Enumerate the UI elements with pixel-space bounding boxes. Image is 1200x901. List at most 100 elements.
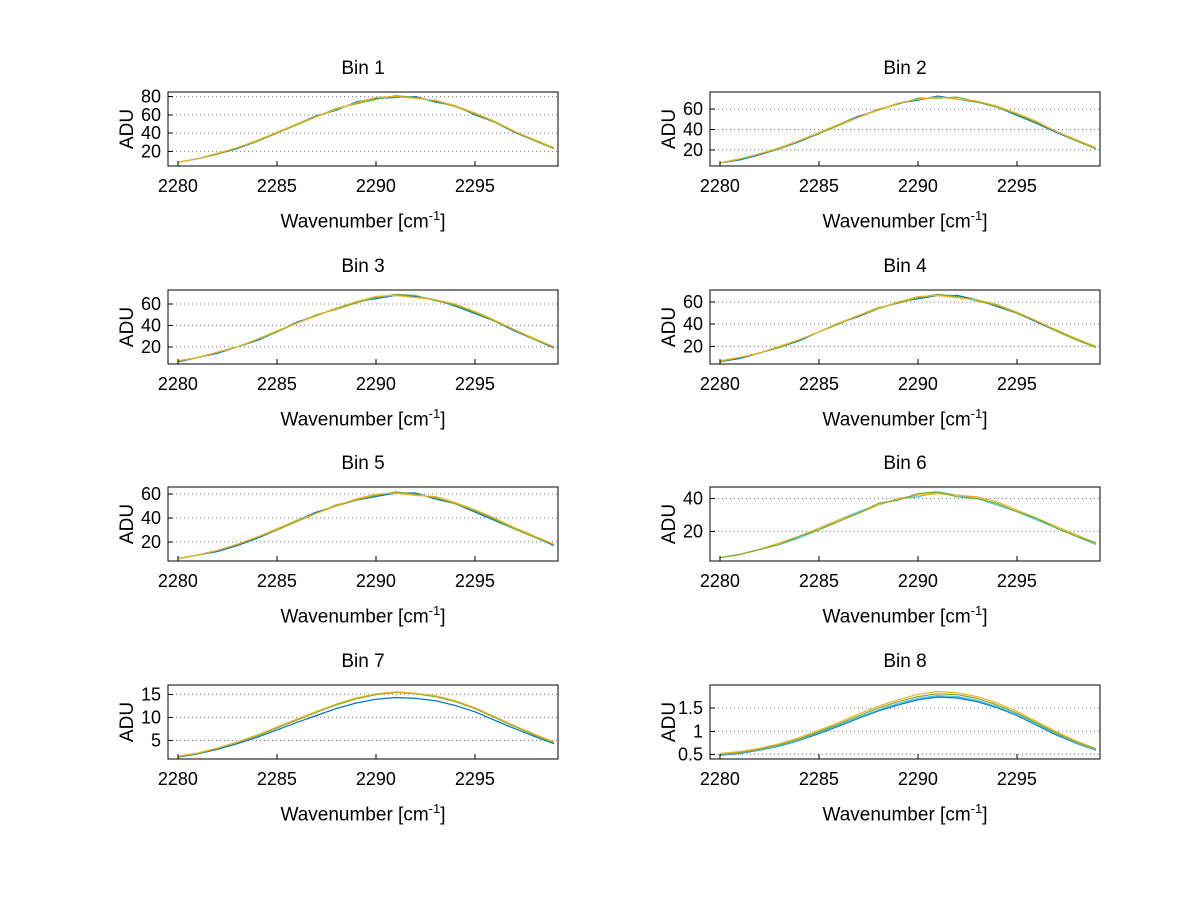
x-tick-label: 2290 bbox=[898, 769, 938, 789]
subplot-title: Bin 3 bbox=[341, 256, 385, 277]
plot-canvas: 2280 2285 2290 2295 0.5 1 1.5 bbox=[678, 684, 1101, 789]
axis-box bbox=[167, 289, 559, 365]
y-tick-label: 0.5 bbox=[678, 744, 703, 764]
series-blue bbox=[719, 95, 1097, 164]
series-green bbox=[177, 691, 555, 758]
x-tick-label: 2285 bbox=[799, 769, 839, 789]
subplot-title: Bin 6 bbox=[883, 453, 927, 474]
x-axis-label-close: ] bbox=[440, 606, 446, 628]
y-tick-label: 40 bbox=[141, 123, 161, 143]
x-tick-label: 2285 bbox=[257, 374, 297, 394]
series-blue bbox=[177, 294, 555, 363]
y-tick-label: 5 bbox=[151, 731, 161, 751]
x-axis-label-close: ] bbox=[982, 804, 988, 826]
series-green bbox=[719, 96, 1097, 164]
y-axis-label: ADU bbox=[117, 306, 138, 348]
x-tick-label: 2285 bbox=[257, 769, 297, 789]
subplot-bin-7: 2280 2285 2290 2295 5 10 15 Bin 7 Wavenumber [… bbox=[108, 649, 588, 847]
series-yellow bbox=[177, 294, 555, 362]
axis-box bbox=[167, 486, 559, 562]
x-tick-label: 2285 bbox=[799, 374, 839, 394]
x-tick-label: 2295 bbox=[997, 571, 1037, 591]
x-tick-label: 2285 bbox=[257, 571, 297, 591]
x-tick-label: 2290 bbox=[356, 769, 396, 789]
y-tick-label: 10 bbox=[141, 707, 161, 727]
y-tick-label: 1.5 bbox=[678, 698, 703, 718]
x-axis-label-base: Wavenumber [cm bbox=[280, 211, 429, 233]
series-cyan bbox=[719, 491, 1097, 559]
subplot-title: Bin 5 bbox=[341, 453, 385, 474]
x-tick-label: 2280 bbox=[700, 571, 740, 591]
y-axis-label: ADU bbox=[659, 701, 680, 743]
series-yellow bbox=[719, 96, 1097, 164]
subplot-bin-2: 2280 2285 2290 2295 20 40 60 Bin 2 Wavenumber … bbox=[650, 56, 1130, 254]
y-tick-label: 15 bbox=[141, 684, 161, 704]
series-cyan bbox=[719, 694, 1097, 756]
series-blue bbox=[177, 492, 555, 560]
x-axis-label-base: Wavenumber [cm bbox=[822, 606, 971, 628]
y-tick-label: 60 bbox=[683, 99, 703, 119]
axis-box bbox=[167, 684, 559, 760]
x-tick-label: 2290 bbox=[898, 571, 938, 591]
y-tick-label: 40 bbox=[683, 489, 703, 509]
x-axis-label-superscript: -1 bbox=[970, 208, 983, 223]
x-axis-label-base: Wavenumber [cm bbox=[280, 804, 429, 826]
x-axis-label-close: ] bbox=[982, 606, 988, 628]
axis-box bbox=[709, 486, 1101, 562]
x-tick-label: 2280 bbox=[158, 374, 198, 394]
x-axis-label-close: ] bbox=[440, 804, 446, 826]
y-axis-label: ADU bbox=[117, 701, 138, 743]
x-axis-label: Wavenumber [cm-1] bbox=[710, 603, 1100, 628]
y-axis-label: ADU bbox=[659, 503, 680, 545]
y-axis-label: ADU bbox=[117, 503, 138, 545]
axis-box bbox=[709, 91, 1101, 167]
series-blue bbox=[719, 294, 1097, 363]
x-axis-label-base: Wavenumber [cm bbox=[280, 606, 429, 628]
y-tick-label: 20 bbox=[141, 532, 161, 552]
plot-canvas: 2280 2285 2290 2295 20 40 bbox=[683, 486, 1101, 591]
x-axis-label-base: Wavenumber [cm bbox=[280, 409, 429, 431]
subplot-title: Bin 1 bbox=[341, 58, 385, 79]
x-tick-label: 2295 bbox=[455, 769, 495, 789]
x-tick-label: 2295 bbox=[997, 176, 1037, 196]
x-tick-label: 2280 bbox=[158, 769, 198, 789]
y-tick-label: 60 bbox=[141, 294, 161, 314]
series-blue bbox=[177, 95, 555, 163]
x-tick-label: 2295 bbox=[455, 571, 495, 591]
y-tick-label: 60 bbox=[683, 292, 703, 312]
series-yellow bbox=[719, 492, 1097, 559]
x-tick-label: 2280 bbox=[158, 571, 198, 591]
series-yellow bbox=[177, 95, 555, 163]
series-yellow bbox=[177, 492, 555, 560]
x-axis-label-base: Wavenumber [cm bbox=[822, 409, 971, 431]
series-yellow bbox=[177, 691, 555, 757]
x-tick-label: 2280 bbox=[700, 176, 740, 196]
x-tick-label: 2285 bbox=[257, 176, 297, 196]
x-axis-label-superscript: -1 bbox=[428, 603, 441, 618]
x-axis-label-base: Wavenumber [cm bbox=[822, 804, 971, 826]
subplot-title: Bin 2 bbox=[883, 58, 927, 79]
series-green bbox=[177, 95, 555, 163]
subplot-bin-5: 2280 2285 2290 2295 20 40 60 Bin 5 Wavenumber … bbox=[108, 451, 588, 649]
series-green bbox=[177, 491, 555, 560]
y-axis-label: ADU bbox=[659, 108, 680, 150]
axis-box bbox=[709, 684, 1101, 760]
x-tick-label: 2290 bbox=[356, 176, 396, 196]
x-tick-label: 2285 bbox=[799, 176, 839, 196]
y-tick-label: 40 bbox=[683, 314, 703, 334]
x-axis-label-superscript: -1 bbox=[970, 406, 983, 421]
series-yellow bbox=[719, 294, 1097, 362]
x-axis-label: Wavenumber [cm-1] bbox=[710, 406, 1100, 431]
subplot-title: Bin 7 bbox=[341, 651, 385, 672]
x-tick-label: 2290 bbox=[898, 176, 938, 196]
x-axis-label-close: ] bbox=[440, 211, 446, 233]
y-tick-label: 20 bbox=[141, 141, 161, 161]
y-tick-label: 80 bbox=[141, 87, 161, 107]
y-tick-label: 40 bbox=[141, 508, 161, 528]
x-tick-label: 2285 bbox=[799, 571, 839, 591]
x-axis-label: Wavenumber [cm-1] bbox=[710, 208, 1100, 233]
